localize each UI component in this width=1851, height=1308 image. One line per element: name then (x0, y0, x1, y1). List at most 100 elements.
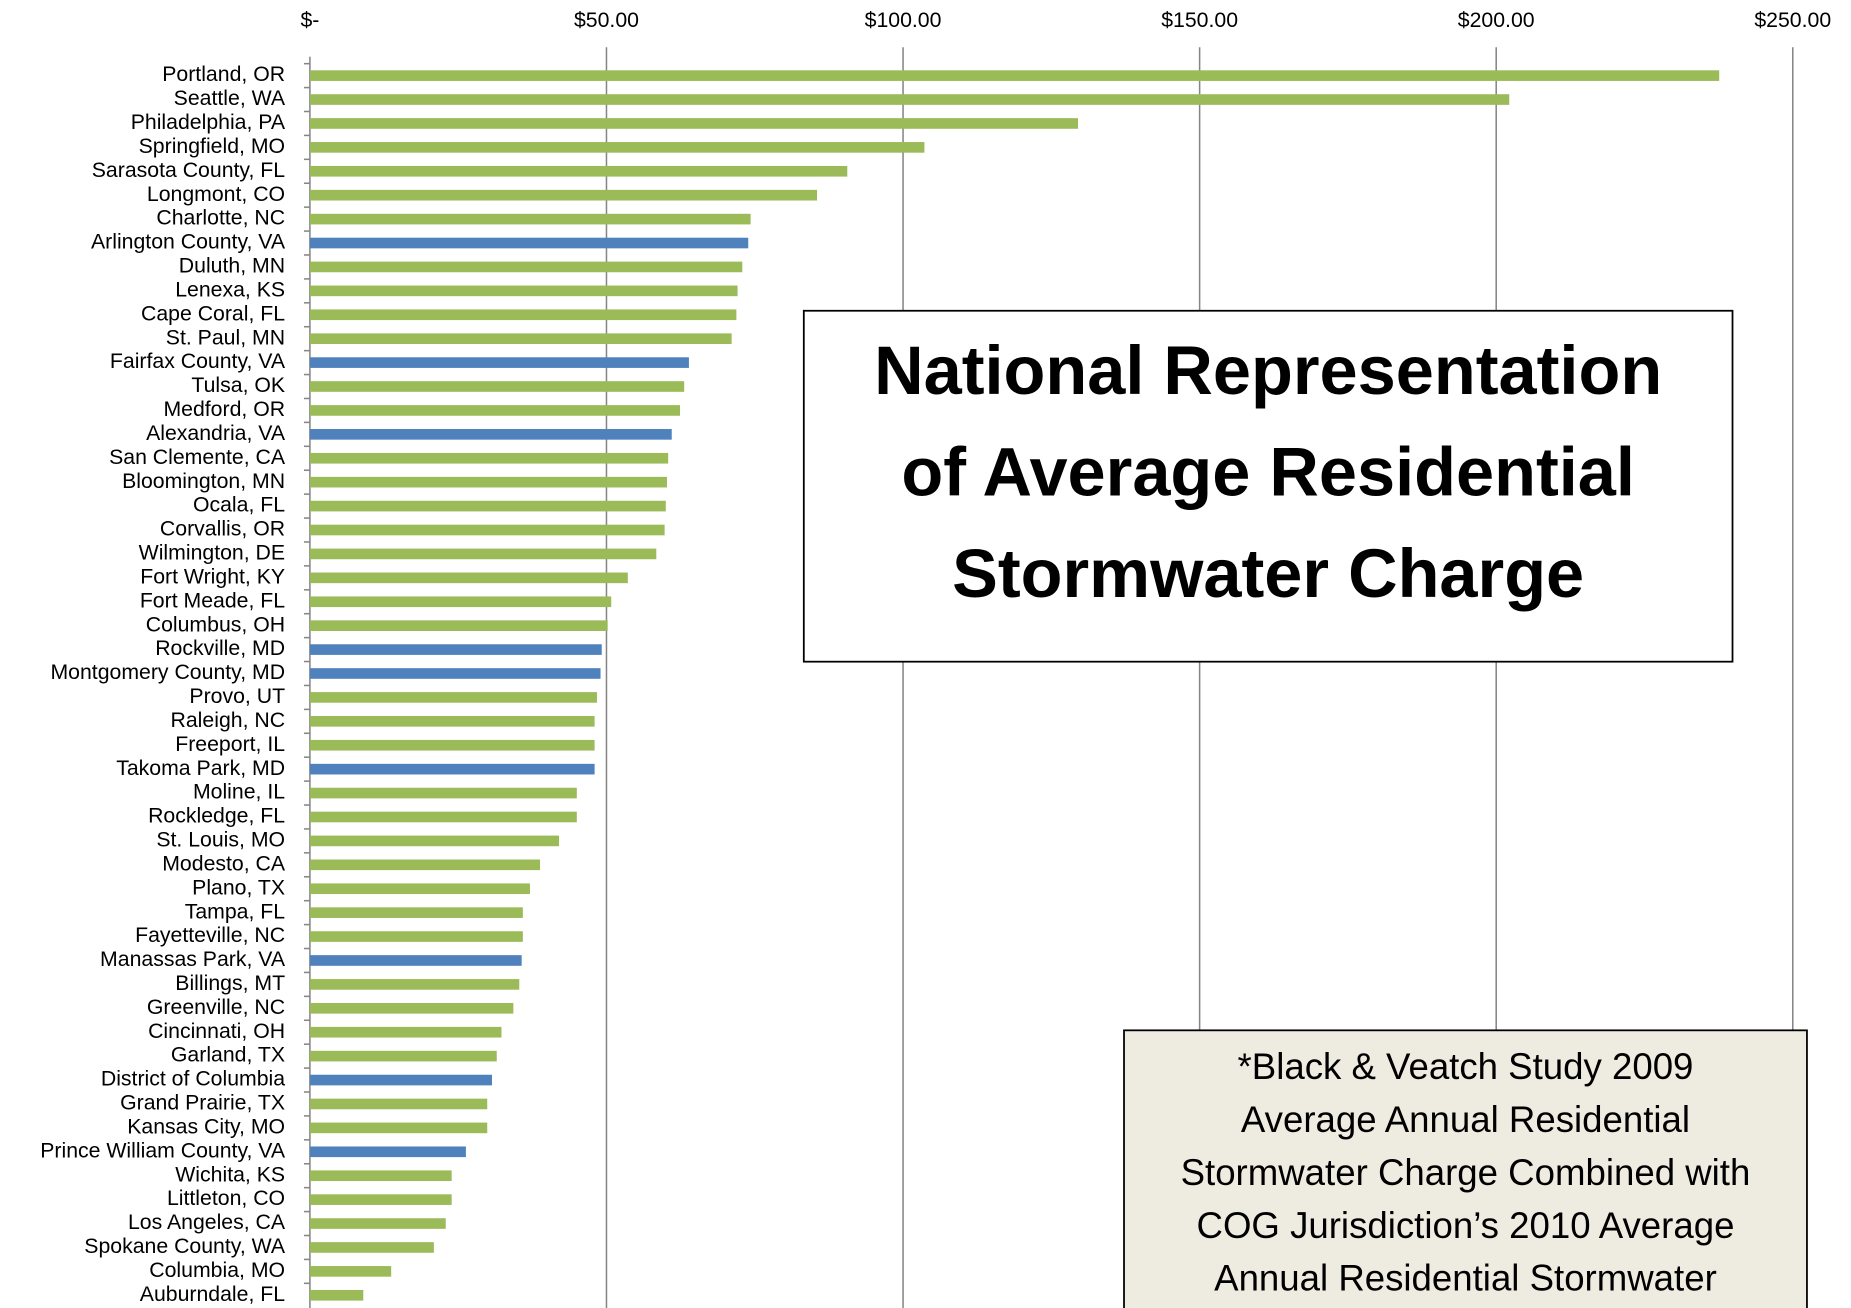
bar (309, 811, 577, 823)
y-tick-label: Charlotte, NC (156, 206, 285, 230)
y-tick-label: Auburndale, FL (140, 1282, 285, 1306)
y-tick-label: Modesto, CA (162, 851, 286, 875)
annotation: Stormwater Charge Combined with (1181, 1152, 1751, 1193)
y-tick-label: Longmont, CO (147, 182, 285, 206)
bar (309, 285, 738, 297)
bar (309, 955, 522, 966)
bar (309, 1289, 364, 1301)
annotation: Annual Residential Stormwater (1214, 1258, 1717, 1299)
bar (309, 524, 665, 536)
y-tick-label: Tulsa, OK (191, 373, 285, 397)
y-tick-label: Columbus, OH (146, 612, 285, 636)
bar (309, 381, 685, 392)
bar (309, 883, 530, 895)
bar (309, 787, 577, 799)
bar (309, 452, 669, 464)
y-tick-label: Fairfax County, VA (110, 349, 286, 373)
y-tick-label: Greenville, NC (147, 995, 285, 1019)
y-tick-label: St. Louis, MO (156, 828, 285, 852)
bar (309, 94, 1510, 105)
y-tick-label: Rockledge, FL (148, 804, 285, 828)
y-tick-label: Portland, OR (162, 62, 285, 86)
bar (309, 596, 612, 608)
bar (309, 859, 541, 871)
bar (309, 572, 628, 584)
bar (309, 1074, 492, 1086)
y-tick-label: Wichita, KS (175, 1162, 285, 1186)
y-tick-label: Provo, UT (189, 684, 285, 708)
y-tick-label: Spokane County, WA (84, 1234, 286, 1258)
bar (309, 165, 848, 177)
bar (309, 548, 657, 560)
x-tick-label: $50.00 (574, 8, 639, 32)
y-tick-label: St. Paul, MN (166, 325, 285, 349)
y-tick-label: Philadelphia, PA (131, 110, 286, 134)
y-tick-label: Springfield, MO (139, 134, 285, 158)
y-tick-label: Los Angeles, CA (128, 1210, 286, 1234)
y-tick-label: Garland, TX (171, 1043, 285, 1067)
bar (309, 213, 751, 225)
y-tick-label: Billings, MT (175, 971, 285, 995)
x-tick-label: $250.00 (1754, 8, 1831, 32)
x-tick-label: $150.00 (1161, 8, 1238, 32)
bar (309, 118, 1079, 129)
bar (309, 476, 667, 488)
y-tick-label: Manassas Park, VA (100, 947, 286, 971)
y-tick-label: Prince William County, VA (40, 1138, 286, 1162)
bar (309, 237, 749, 249)
bar (309, 261, 743, 273)
bar (309, 1194, 452, 1205)
bar (309, 907, 523, 918)
y-tick-label: Cincinnati, OH (148, 1019, 285, 1043)
y-tick-label: Fort Wright, KY (140, 564, 285, 588)
y-tick-label: Arlington County, VA (91, 230, 286, 254)
bar (309, 620, 608, 631)
chart-title: National Representation (874, 332, 1662, 409)
annotation: *Black & Veatch Study 2009 (1238, 1046, 1694, 1087)
bar (309, 644, 602, 655)
bar (309, 1122, 488, 1134)
bar (309, 1098, 488, 1110)
bar (309, 979, 520, 990)
y-tick-label: Cape Coral, FL (141, 301, 285, 325)
bar (309, 1242, 434, 1253)
y-tick-label: Corvallis, OR (160, 517, 285, 541)
title-box (802, 309, 1734, 663)
y-tick-label: Takoma Park, MD (116, 756, 285, 780)
bar (309, 931, 523, 942)
bar (309, 429, 672, 440)
y-tick-label: Tampa, FL (185, 899, 286, 923)
bar (309, 70, 1720, 81)
y-tick-label: Montgomery County, MD (50, 660, 285, 684)
bar (309, 357, 689, 368)
y-tick-label: Fayetteville, NC (135, 923, 285, 947)
bar (309, 189, 818, 201)
bar (309, 692, 597, 703)
bar (309, 763, 595, 775)
y-tick-label: Rockville, MD (155, 636, 285, 660)
y-tick-label: Lenexa, KS (175, 277, 285, 301)
y-tick-label: Moline, IL (193, 780, 285, 804)
bar (309, 1170, 452, 1182)
y-tick-label: Plano, TX (192, 875, 285, 899)
y-tick-label: Wilmington, DE (139, 541, 285, 565)
y-tick-label: Ocala, FL (193, 493, 285, 517)
bar (309, 1002, 514, 1014)
bar (309, 668, 601, 679)
annotation: Average Annual Residential (1241, 1099, 1690, 1140)
y-tick-label: Raleigh, NC (171, 708, 286, 732)
y-tick-label: Sarasota County, FL (92, 158, 285, 182)
x-tick-label: $100.00 (865, 8, 942, 32)
bar (309, 739, 595, 751)
y-tick-label: Freeport, IL (175, 732, 285, 756)
y-tick-label: Fort Meade, FL (140, 588, 285, 612)
bar (309, 1050, 497, 1062)
chart-title: of Average Residential (901, 433, 1635, 510)
y-tick-label: District of Columbia (101, 1067, 285, 1091)
bar (309, 405, 681, 416)
bar (309, 835, 560, 847)
y-tick-label: Duluth, MN (179, 254, 285, 278)
x-tick-label: $- (300, 8, 319, 32)
x-tick-label: $200.00 (1458, 8, 1535, 32)
